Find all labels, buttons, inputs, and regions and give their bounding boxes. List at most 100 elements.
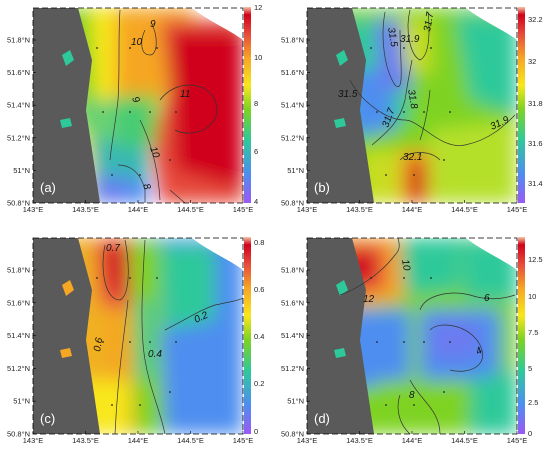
- contour-label: 31.5: [338, 89, 358, 100]
- lat-tick-label: 51°N: [287, 397, 304, 406]
- colorbar-tick: 8: [254, 99, 258, 108]
- lon-tick-label: 145°E: [233, 436, 254, 445]
- colorbar-tick: 10: [528, 292, 536, 301]
- lon-tick-label: 145°E: [507, 436, 528, 445]
- panel-label: (c): [40, 411, 55, 426]
- colorbar-tick: 0: [528, 429, 532, 438]
- lat-tick-label: 51.2°N: [281, 364, 304, 373]
- lon-tick-label: 143°E: [23, 205, 44, 214]
- lon-tick-label: 144.5°E: [451, 205, 478, 214]
- panel-label: (b): [314, 180, 330, 195]
- lon-tick-label: 144.5°E: [177, 436, 204, 445]
- contour-label: 8: [140, 182, 152, 191]
- lon-tick-label: 143.5°E: [346, 205, 373, 214]
- contour-label: 10: [399, 259, 412, 272]
- lat-tick-label: 51.2°N: [7, 364, 30, 373]
- colorbar-tick: 7.5: [528, 328, 538, 337]
- colorbar-tick: 0.8: [254, 238, 264, 247]
- contour-label: 12: [363, 294, 375, 305]
- colorbar-tick: 0.6: [254, 285, 264, 294]
- lat-tick-label: 50.8°N: [7, 430, 30, 439]
- contour-label: 4: [474, 345, 485, 358]
- lat-tick-label: 51°N: [13, 397, 30, 406]
- colorbar-tick: 5: [528, 364, 532, 373]
- colorbar-d: 12.5 10 7.5 5 2.5 0: [518, 237, 543, 438]
- contour-label: 10: [147, 145, 161, 160]
- lat-tick-label: 51.6°N: [281, 68, 304, 77]
- lat-tick-label: 51.8°N: [7, 266, 30, 275]
- lat-tick-label: 51.6°N: [7, 68, 30, 77]
- contour-label: 31.9: [400, 34, 420, 45]
- lat-tick-label: 51°N: [13, 166, 30, 175]
- colorbar-tick: 6: [254, 147, 258, 156]
- lon-tick-label: 144.5°E: [451, 436, 478, 445]
- lon-tick-label: 144°E: [402, 205, 423, 214]
- contour-label: 32.1: [403, 152, 422, 163]
- colorbar-tick: 12: [254, 3, 262, 12]
- lat-tick-label: 51.8°N: [7, 36, 30, 45]
- lon-tick-label: 145°E: [507, 205, 528, 214]
- lon-tick-label: 143.5°E: [72, 436, 99, 445]
- contour-label: 31.8: [405, 89, 419, 111]
- contour-label: 31.7: [422, 11, 436, 33]
- panel-b: 31.5 31.9 31.7 31.5 31.8 31.7 31.9 32.1 …: [306, 7, 543, 204]
- colorbar-tick: 12.5: [528, 255, 543, 264]
- colorbar-tick: 31.6: [528, 139, 543, 148]
- panel-c: 0.7 0.6 0.4 0.2 (c) 0.8 0.6 0.4 0.2 0: [32, 237, 264, 436]
- panel-label: (d): [314, 411, 330, 426]
- contour-label: 11: [180, 89, 190, 100]
- lat-tick-label: 51°N: [287, 166, 304, 175]
- lat-tick-label: 50.8°N: [281, 199, 304, 208]
- lon-tick-label: 143°E: [23, 436, 44, 445]
- contour-label: 9: [150, 19, 156, 30]
- contour-label: 6: [484, 293, 490, 304]
- lon-tick-label: 143°E: [297, 436, 318, 445]
- contour-label: 0.6: [92, 336, 105, 352]
- lat-tick-label: 51.8°N: [281, 36, 304, 45]
- lat-tick-label: 51.4°N: [7, 101, 30, 110]
- lon-tick-label: 144°E: [128, 436, 149, 445]
- colorbar-tick: 4: [254, 197, 258, 206]
- colorbar-tick: 0.4: [254, 332, 264, 341]
- colorbar-tick: 2.5: [528, 398, 538, 407]
- colorbar-tick: 0: [254, 427, 258, 436]
- lon-tick-label: 143°E: [297, 205, 318, 214]
- colorbar-tick: 0.2: [254, 379, 264, 388]
- colorbar-tick: 32.2: [528, 15, 543, 24]
- lon-tick-label: 144.5°E: [177, 205, 204, 214]
- lon-tick-label: 143.5°E: [72, 205, 99, 214]
- lat-tick-label: 51.4°N: [7, 331, 30, 340]
- lat-tick-label: 51.6°N: [281, 298, 304, 307]
- contour-label: 0.2: [193, 310, 211, 326]
- colorbar-b: 32.2 32 31.8 31.6 31.4: [518, 7, 543, 203]
- lat-tick-label: 51.2°N: [7, 133, 30, 142]
- lat-tick-label: 50.8°N: [281, 430, 304, 439]
- lat-tick-label: 51.8°N: [281, 266, 304, 275]
- lon-tick-label: 145°E: [233, 205, 254, 214]
- lat-tick-label: 51.4°N: [281, 331, 304, 340]
- panel-label: (a): [40, 180, 56, 195]
- lat-tick-label: 51.2°N: [281, 133, 304, 142]
- contour-label: 10: [131, 37, 143, 48]
- contour-label: 0.4: [148, 349, 162, 360]
- panel-a: 10 9 9 11 10 8 (a) 12 10 8 6 4: [32, 3, 262, 206]
- lon-tick-label: 143.5°E: [346, 436, 373, 445]
- contour-label: 8: [409, 390, 415, 401]
- colorbar-tick: 32: [528, 57, 536, 66]
- panel-d: 12 10 6 4 8 (d) 12.5 10 7.5 5 2.5 0: [306, 237, 543, 438]
- lon-tick-label: 144°E: [128, 205, 149, 214]
- colorbar-tick: 10: [254, 53, 262, 62]
- colorbar-a: 12 10 8 6 4: [244, 3, 262, 206]
- colorbar-tick: 31.4: [528, 179, 543, 188]
- colorbar-c: 0.8 0.6 0.4 0.2 0: [244, 237, 264, 436]
- lat-tick-label: 50.8°N: [7, 199, 30, 208]
- contour-label: 9: [129, 95, 141, 104]
- lat-tick-label: 51.4°N: [281, 101, 304, 110]
- lon-tick-label: 144°E: [402, 436, 423, 445]
- contour-label: 31.5: [385, 27, 399, 49]
- colorbar-tick: 31.8: [528, 99, 543, 108]
- lat-tick-label: 51.6°N: [7, 298, 30, 307]
- contour-label: 0.7: [106, 243, 120, 254]
